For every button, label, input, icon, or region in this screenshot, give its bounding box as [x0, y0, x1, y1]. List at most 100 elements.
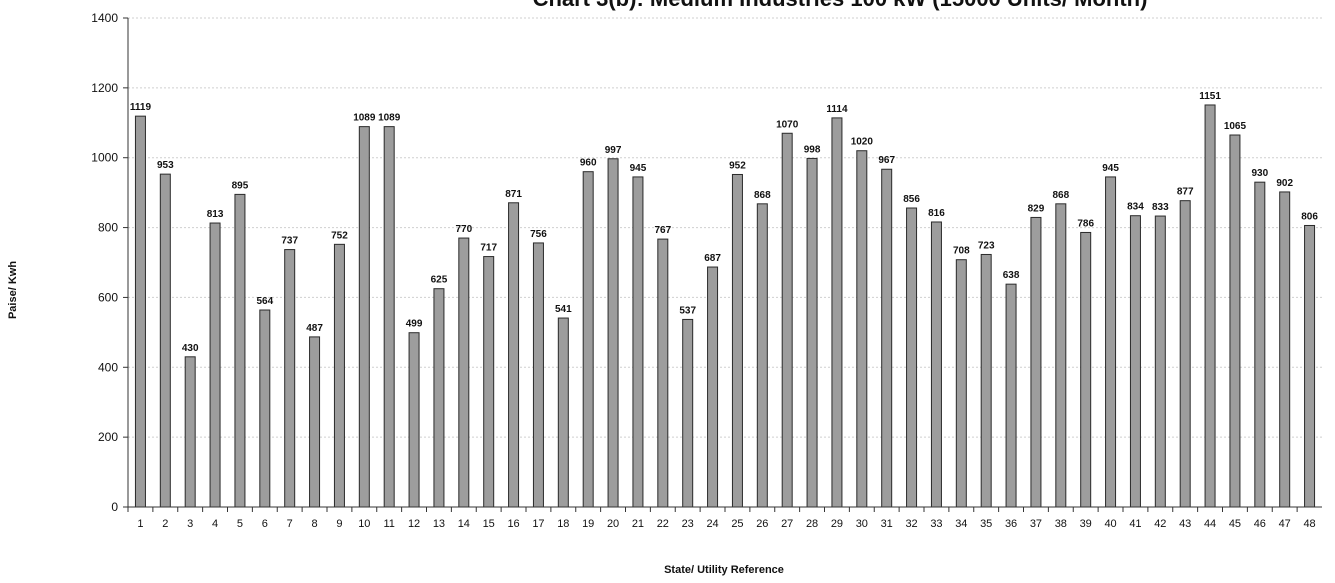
- y-tick-label: 400: [98, 360, 118, 374]
- x-tick-label: 9: [336, 518, 342, 530]
- bar: [1304, 224, 1316, 508]
- bar: [806, 157, 818, 508]
- x-tick-label: 37: [1030, 518, 1042, 530]
- x-tick-label: 11: [383, 518, 394, 530]
- data-label: 1070: [776, 119, 799, 130]
- data-label: 770: [455, 224, 472, 235]
- bar: [1279, 191, 1291, 508]
- x-tick-label: 43: [1179, 518, 1191, 530]
- x-tick-label: 2: [162, 518, 168, 530]
- x-tick-label: 10: [358, 518, 370, 530]
- data-label: 487: [306, 323, 323, 334]
- x-tick-label: 3: [187, 518, 193, 530]
- bar: [632, 176, 644, 508]
- x-tick-label: 14: [458, 518, 470, 530]
- data-label: 953: [157, 160, 174, 171]
- x-tick-label: 25: [731, 518, 743, 530]
- data-label: 998: [804, 144, 821, 155]
- x-tick-label: 22: [657, 518, 669, 530]
- data-label: 430: [182, 343, 199, 354]
- data-label: 717: [480, 243, 497, 254]
- bar: [607, 158, 619, 508]
- bar: [408, 332, 420, 508]
- x-tick-label: 48: [1303, 518, 1315, 530]
- x-tick-label: 34: [955, 518, 967, 530]
- bar: [1080, 231, 1092, 508]
- y-tick-label: 200: [98, 430, 118, 444]
- y-tick-label: 1400: [91, 11, 118, 25]
- data-label: 856: [903, 194, 920, 205]
- bar: [458, 237, 470, 508]
- bar: [1055, 203, 1067, 508]
- bar: [1005, 283, 1017, 508]
- x-tick-label: 29: [831, 518, 843, 530]
- data-label: 708: [953, 246, 970, 257]
- x-tick-label: 12: [408, 518, 420, 530]
- y-tick-label: 1200: [91, 81, 118, 95]
- x-tick-label: 5: [237, 518, 243, 530]
- data-label: 1020: [851, 137, 874, 148]
- bar: [731, 173, 743, 508]
- data-label: 638: [1003, 270, 1020, 281]
- data-label: 1119: [130, 102, 152, 113]
- data-label: 945: [630, 163, 647, 174]
- data-label: 1089: [353, 113, 376, 124]
- data-label: 752: [331, 230, 348, 241]
- x-tick-label: 26: [756, 518, 768, 530]
- data-label: 625: [431, 275, 448, 286]
- bar: [980, 253, 992, 508]
- data-label: 945: [1102, 163, 1119, 174]
- x-tick-label: 13: [433, 518, 445, 530]
- x-tick-label: 21: [632, 518, 644, 530]
- bar: [209, 222, 221, 508]
- x-tick-label: 39: [1080, 518, 1092, 530]
- bar: [1129, 215, 1141, 508]
- y-tick-label: 600: [98, 290, 118, 304]
- bar: [1030, 216, 1042, 508]
- bar: [682, 318, 694, 508]
- data-label: 816: [928, 208, 945, 219]
- bar: [134, 115, 146, 508]
- x-tick-label: 30: [856, 518, 868, 530]
- data-label: 723: [978, 240, 995, 251]
- bar: [483, 256, 495, 508]
- bar: [906, 207, 918, 508]
- data-label: 767: [654, 225, 671, 236]
- x-tick-label: 27: [781, 518, 793, 530]
- x-tick-label: 23: [682, 518, 694, 530]
- data-label: 806: [1301, 211, 1318, 222]
- data-label: 930: [1251, 168, 1268, 179]
- data-label: 895: [232, 180, 249, 191]
- bar: [184, 356, 196, 508]
- data-label: 877: [1177, 187, 1194, 198]
- data-label: 1065: [1224, 121, 1247, 132]
- x-tick-label: 31: [881, 518, 893, 530]
- data-label: 868: [754, 190, 771, 201]
- x-tick-label: 38: [1055, 518, 1067, 530]
- bars: 1119 953 430 813 895 564 737 487 752 1089 1089 499 6…: [130, 91, 1318, 508]
- bar: [383, 126, 395, 508]
- x-tick-label: 1: [137, 518, 143, 530]
- bar: [1229, 134, 1241, 508]
- x-tick-label: 18: [557, 518, 569, 530]
- data-label: 967: [878, 155, 895, 166]
- data-label: 786: [1077, 218, 1094, 229]
- data-label: 834: [1127, 202, 1144, 213]
- x-tick-label: 19: [582, 518, 594, 530]
- bar: [234, 193, 246, 508]
- x-tick-label: 36: [1005, 518, 1017, 530]
- x-tick-label: 28: [806, 518, 818, 530]
- bar: [707, 266, 719, 508]
- gridlines: [128, 17, 1322, 438]
- data-label: 1151: [1199, 91, 1221, 102]
- y-axis-ticks: 0 200 400 600 800 1000 1200 1400: [91, 11, 128, 514]
- bar: [557, 317, 569, 508]
- x-tick-label: 24: [706, 518, 718, 530]
- data-label: 871: [505, 189, 522, 200]
- data-label: 564: [256, 296, 273, 307]
- x-tick-label: 40: [1104, 518, 1116, 530]
- bar: [508, 202, 520, 508]
- data-label: 833: [1152, 202, 1169, 213]
- bar: [955, 259, 967, 508]
- x-tick-label: 8: [312, 518, 318, 530]
